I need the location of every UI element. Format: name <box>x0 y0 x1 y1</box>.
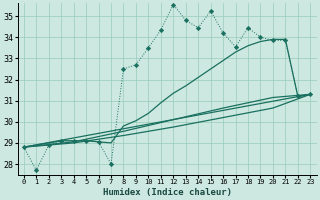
X-axis label: Humidex (Indice chaleur): Humidex (Indice chaleur) <box>103 188 232 197</box>
